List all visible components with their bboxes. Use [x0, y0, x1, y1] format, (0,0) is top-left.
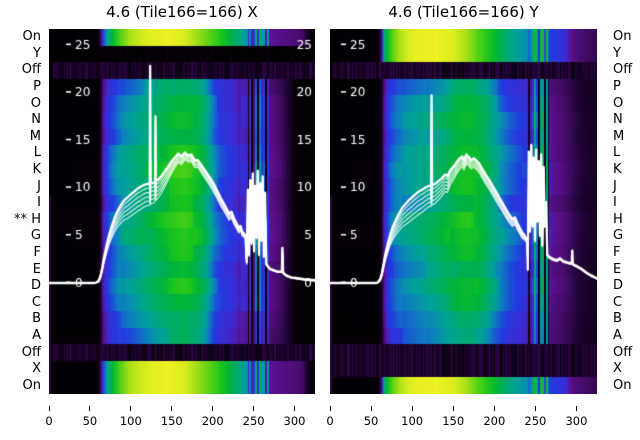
x-tick-mark: [253, 406, 255, 411]
row-label-left: A: [32, 327, 41, 343]
row-label-left: H: [31, 211, 41, 227]
row-label-right: C: [613, 294, 623, 310]
x-tick-label: 100: [401, 414, 424, 428]
x-tick-mark: [294, 406, 296, 411]
row-label-right: O: [613, 95, 624, 111]
row-label-left: O: [30, 95, 41, 111]
row-label-right: D: [613, 278, 624, 294]
row-label-left: L: [33, 145, 41, 161]
selected-row-marker: **: [14, 211, 27, 227]
x-tick-label: 300: [283, 414, 306, 428]
row-label-left: E: [32, 261, 41, 277]
x-tick-mark: [329, 406, 331, 411]
x-tick-label: 250: [242, 414, 265, 428]
row-label-left: D: [30, 278, 41, 294]
row-label-right: H: [613, 211, 623, 227]
row-label-left: I: [37, 195, 41, 211]
row-label-right: E: [613, 261, 622, 277]
x-tick-mark: [370, 406, 372, 411]
panel-y-title: 4.6 (Tile166=166) Y: [388, 3, 539, 21]
x-tick-label: 300: [565, 414, 588, 428]
x-tick-label: 50: [363, 414, 379, 428]
row-label-right: A: [613, 327, 622, 343]
x-tick-mark: [130, 406, 132, 411]
row-label-right: On: [613, 377, 632, 393]
row-label-left: G: [30, 228, 41, 244]
row-label-left: K: [32, 162, 41, 178]
panel-x-title: 4.6 (Tile166=166) X: [106, 3, 258, 21]
row-label-right: M: [613, 128, 625, 144]
row-label-left: P: [33, 79, 41, 95]
row-label-right: K: [613, 162, 622, 178]
x-tick-mark: [534, 406, 536, 411]
row-label-right: Y: [613, 45, 621, 61]
x-tick-label: 50: [82, 414, 98, 428]
row-label-left: Y: [33, 45, 41, 61]
row-label-left: Off: [21, 62, 41, 78]
x-tick-mark: [171, 406, 173, 411]
row-label-left: X: [32, 361, 41, 377]
row-label-left: J: [37, 178, 41, 194]
row-label-right: On: [613, 29, 632, 45]
row-label-right: I: [613, 195, 617, 211]
heatmap-panel-y: [330, 29, 597, 394]
row-label-right: L: [613, 145, 621, 161]
row-label-left: On: [22, 377, 41, 393]
row-label-left: M: [29, 128, 41, 144]
row-label-right: J: [613, 178, 617, 194]
heatmap-panel-x: [49, 29, 315, 394]
x-tick-mark: [89, 406, 91, 411]
row-label-right: F: [613, 244, 621, 260]
row-label-left: On: [22, 29, 41, 45]
x-tick-mark: [493, 406, 495, 411]
row-label-left: Off: [21, 344, 41, 360]
x-tick-mark: [212, 406, 214, 411]
x-tick-label: 150: [160, 414, 183, 428]
x-tick-mark: [48, 406, 50, 411]
row-label-left: B: [32, 311, 41, 327]
row-label-right: G: [613, 228, 624, 244]
x-tick-label: 100: [119, 414, 142, 428]
x-tick-label: 0: [326, 414, 334, 428]
row-label-left: N: [31, 112, 41, 128]
x-tick-label: 200: [201, 414, 224, 428]
x-tick-label: 0: [45, 414, 53, 428]
x-tick-mark: [575, 406, 577, 411]
x-tick-mark: [411, 406, 413, 411]
row-label-right: Off: [613, 344, 633, 360]
x-tick-label: 250: [524, 414, 547, 428]
row-label-right: Off: [613, 62, 633, 78]
x-tick-mark: [452, 406, 454, 411]
x-tick-label: 150: [442, 414, 465, 428]
row-label-left: C: [31, 294, 41, 310]
row-label-left: F: [33, 244, 41, 260]
row-label-right: B: [613, 311, 622, 327]
row-label-right: N: [613, 112, 623, 128]
row-label-right: P: [613, 79, 621, 95]
row-label-right: X: [613, 361, 622, 377]
x-tick-label: 200: [483, 414, 506, 428]
